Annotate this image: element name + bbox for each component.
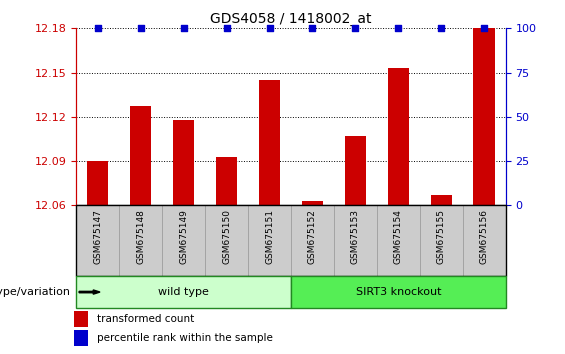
Bar <box>248 205 291 276</box>
Text: GSM675150: GSM675150 <box>222 209 231 264</box>
Point <box>179 25 188 31</box>
Title: GDS4058 / 1418002_at: GDS4058 / 1418002_at <box>210 12 372 26</box>
Text: transformed count: transformed count <box>97 314 194 324</box>
Text: GSM675155: GSM675155 <box>437 209 446 264</box>
Point <box>308 25 317 31</box>
Bar <box>119 205 162 276</box>
Text: GSM675153: GSM675153 <box>351 209 360 264</box>
Bar <box>377 205 420 276</box>
Bar <box>302 201 323 205</box>
Point <box>394 25 403 31</box>
Bar <box>463 205 506 276</box>
Text: GSM675152: GSM675152 <box>308 209 317 264</box>
Text: GSM675156: GSM675156 <box>480 209 489 264</box>
Text: GSM675148: GSM675148 <box>136 209 145 264</box>
Bar <box>130 107 151 205</box>
Bar <box>259 80 280 205</box>
Bar <box>162 205 205 276</box>
Bar <box>87 161 108 205</box>
Bar <box>76 205 119 276</box>
Bar <box>291 205 334 276</box>
Text: genotype/variation: genotype/variation <box>0 287 71 297</box>
Point <box>437 25 446 31</box>
Bar <box>216 157 237 205</box>
Bar <box>173 120 194 205</box>
Point <box>480 25 489 31</box>
Bar <box>473 28 495 205</box>
Bar <box>74 330 88 346</box>
Text: GSM675147: GSM675147 <box>93 209 102 264</box>
Text: SIRT3 knockout: SIRT3 knockout <box>355 287 441 297</box>
Bar <box>205 205 248 276</box>
Point <box>351 25 360 31</box>
Bar <box>334 205 377 276</box>
Text: GSM675149: GSM675149 <box>179 209 188 264</box>
Text: wild type: wild type <box>158 287 209 297</box>
Point <box>265 25 274 31</box>
Bar <box>431 195 452 205</box>
Bar <box>345 136 366 205</box>
Bar <box>76 276 291 308</box>
Text: GSM675151: GSM675151 <box>265 209 274 264</box>
Bar <box>291 276 506 308</box>
Bar <box>388 68 409 205</box>
Bar <box>420 205 463 276</box>
Text: GSM675154: GSM675154 <box>394 209 403 264</box>
Bar <box>74 311 88 327</box>
Text: percentile rank within the sample: percentile rank within the sample <box>97 333 272 343</box>
Point <box>222 25 231 31</box>
Point <box>93 25 102 31</box>
Point <box>136 25 145 31</box>
